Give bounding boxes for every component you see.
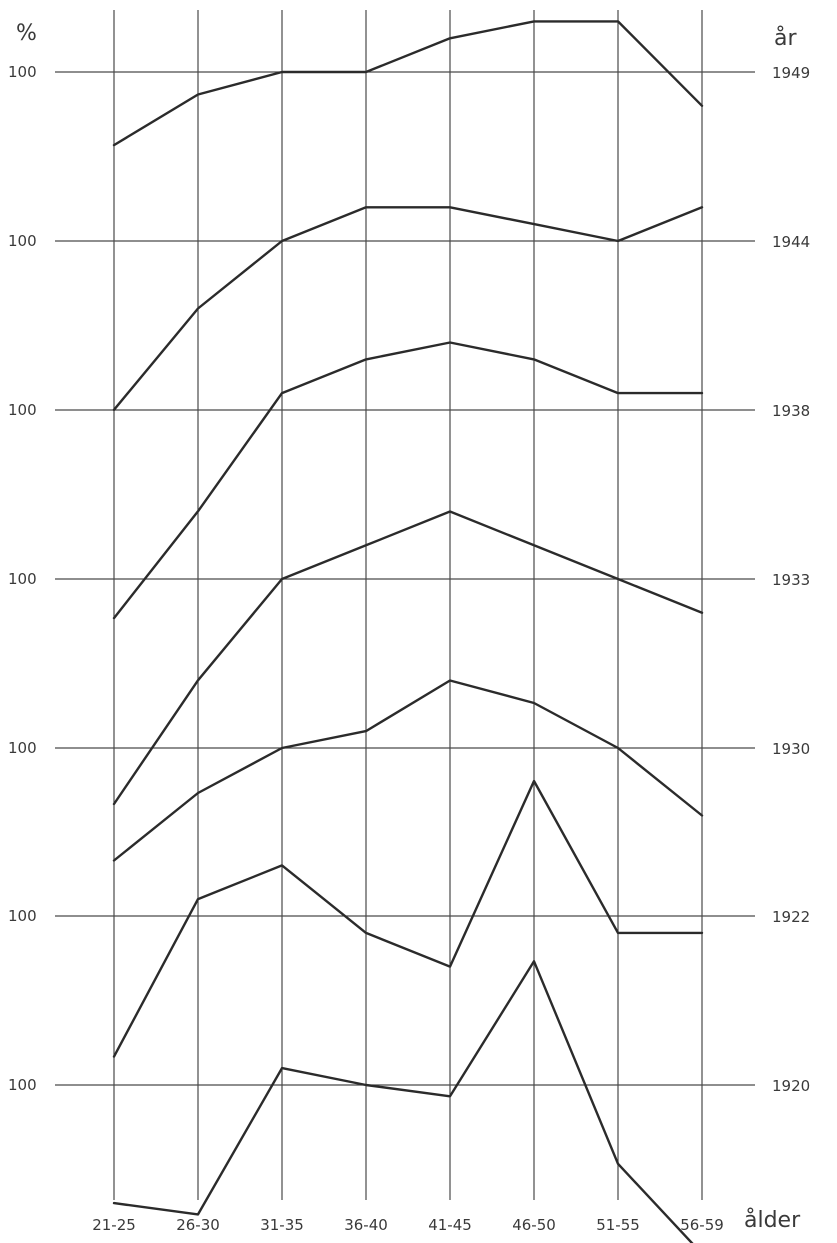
baseline-100-label: 100	[8, 739, 37, 757]
series-year-label: 1922	[772, 908, 810, 926]
x-tick-label: 21-25	[92, 1216, 136, 1234]
baseline-100-label: 100	[8, 401, 37, 419]
series-line-1944	[112, 206, 704, 411]
series-year-label: 1938	[772, 402, 810, 420]
baseline-100-label: 100	[8, 570, 37, 588]
series-line-1920	[112, 960, 694, 1243]
x-tick-label: 36-40	[344, 1216, 388, 1234]
series-year-label: 1930	[772, 740, 810, 758]
x-tick-label: 31-35	[260, 1216, 304, 1234]
x-tick-label: 41-45	[428, 1216, 472, 1234]
baseline-100-label: 100	[8, 63, 37, 81]
x-tick-label: 46-50	[512, 1216, 556, 1234]
x-tick-label: 56-59	[680, 1216, 724, 1234]
x-tick-label: 26-30	[176, 1216, 220, 1234]
labels: % år ålder 21-25 26-30 31-35 36-40 41-45 46-5…	[8, 21, 810, 1234]
series-year-label: 1949	[772, 64, 810, 82]
series-line-1930	[112, 679, 704, 862]
series-line-1933	[112, 510, 704, 806]
series-axis-label: år	[774, 25, 797, 51]
grid	[55, 10, 755, 1200]
series-line-1938	[112, 341, 704, 620]
series-year-label: 1920	[772, 1077, 810, 1095]
series-year-label: 1944	[772, 233, 810, 251]
y-axis-label: %	[16, 21, 37, 46]
series-line-1922	[112, 779, 704, 1058]
baseline-100-label: 100	[8, 907, 37, 925]
baseline-100-label: 100	[8, 232, 37, 250]
x-tick-label: 51-55	[596, 1216, 640, 1234]
series-line-1949	[112, 20, 704, 147]
series-year-label: 1933	[772, 571, 810, 589]
x-axis-label: ålder	[744, 1207, 801, 1233]
baseline-100-label: 100	[8, 1076, 37, 1094]
series-lines	[112, 20, 704, 1243]
